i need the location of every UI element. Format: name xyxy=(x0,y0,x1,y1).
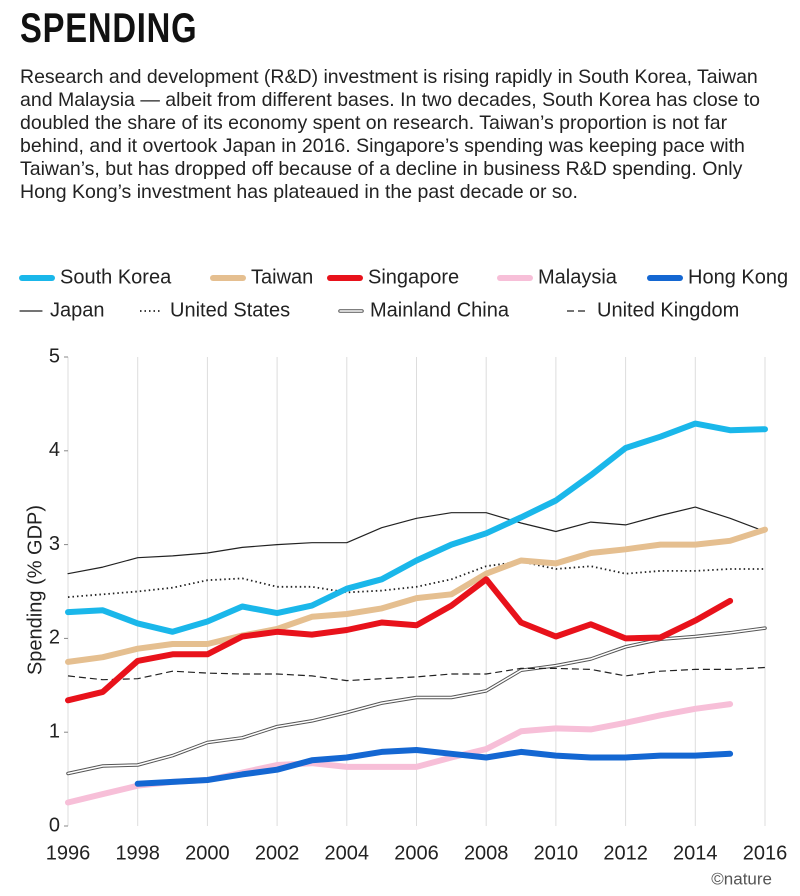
y-tick-label: 0 xyxy=(49,814,60,836)
x-tick-label: 2010 xyxy=(534,842,579,864)
x-tick-label: 1998 xyxy=(115,842,160,864)
legend-label: United Kingdom xyxy=(597,299,739,321)
y-tick-label: 4 xyxy=(49,439,60,461)
legend-label: South Korea xyxy=(60,266,172,288)
legend-label: Malaysia xyxy=(538,266,618,288)
legend-label: United States xyxy=(170,299,290,321)
series-line xyxy=(67,560,765,598)
x-tick-label: 2000 xyxy=(185,842,230,864)
y-tick-label: 1 xyxy=(49,720,60,742)
y-tick-label: 2 xyxy=(49,627,60,649)
x-tick-label: 2002 xyxy=(255,842,300,864)
y-axis-label: Spending (% GDP) xyxy=(24,505,46,675)
series-line xyxy=(65,576,734,704)
y-tick-label: 3 xyxy=(49,533,60,555)
x-tick-label: 2004 xyxy=(325,842,370,864)
x-tick-label: 2008 xyxy=(464,842,509,864)
legend-label: Taiwan xyxy=(251,266,313,288)
series-line xyxy=(134,747,734,787)
chart-subtitle: Research and development (R&D) investmen… xyxy=(20,66,760,203)
series-line xyxy=(67,666,766,682)
legend-label: Hong Kong xyxy=(688,266,788,288)
series-line xyxy=(67,506,766,575)
legend-label: Japan xyxy=(50,299,105,321)
legend-label: Mainland China xyxy=(370,299,510,321)
series-line xyxy=(65,420,768,635)
chart-title: SPENDING xyxy=(20,4,198,51)
series-line xyxy=(67,627,766,775)
legend-label: Singapore xyxy=(368,266,459,288)
x-tick-label: 2006 xyxy=(394,842,439,864)
x-tick-label: 2014 xyxy=(673,842,718,864)
x-tick-label: 2012 xyxy=(603,842,648,864)
x-tick-label: 2016 xyxy=(743,842,788,864)
credit: ©nature xyxy=(711,869,772,888)
series-line xyxy=(65,526,768,665)
y-tick-label: 5 xyxy=(49,345,60,367)
x-tick-label: 1996 xyxy=(46,842,91,864)
